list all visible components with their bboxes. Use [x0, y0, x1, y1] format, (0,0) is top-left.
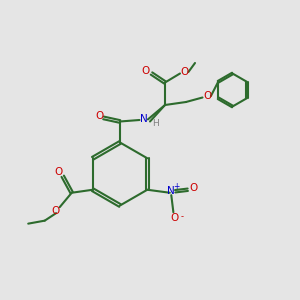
Text: O: O — [95, 111, 103, 122]
Text: O: O — [51, 206, 59, 216]
Text: O: O — [203, 91, 211, 101]
Text: N: N — [167, 186, 175, 196]
Text: H: H — [152, 118, 158, 127]
Text: O: O — [141, 65, 150, 76]
Text: N: N — [140, 114, 148, 124]
Text: +: + — [173, 182, 180, 191]
Text: -: - — [180, 212, 183, 221]
Text: O: O — [54, 167, 62, 177]
Text: O: O — [171, 213, 179, 223]
Text: O: O — [190, 183, 198, 193]
Text: O: O — [180, 67, 189, 77]
